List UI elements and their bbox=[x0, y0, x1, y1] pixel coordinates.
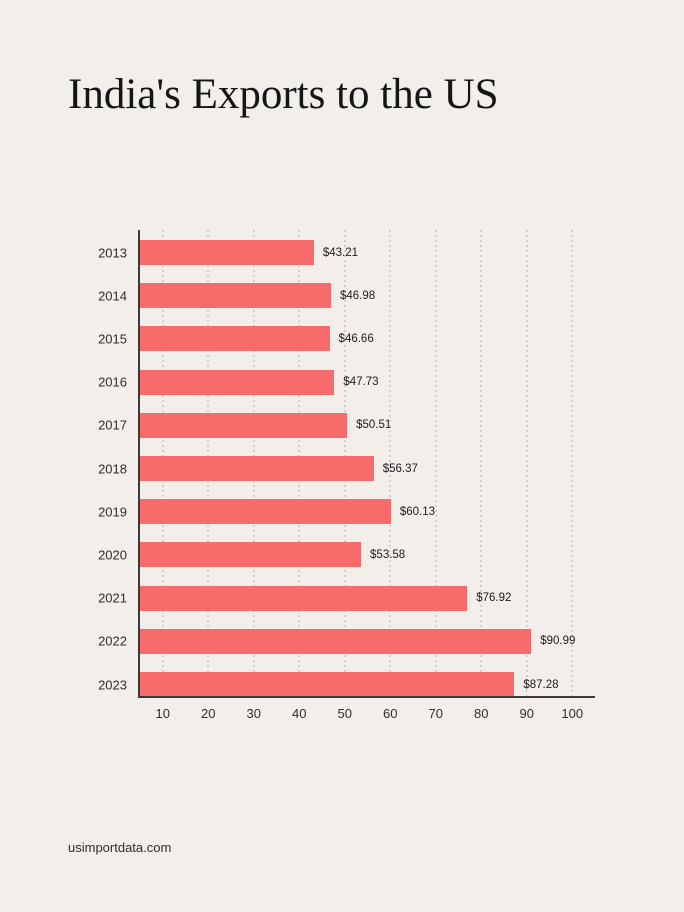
value-label: $87.28 bbox=[523, 678, 559, 691]
year-label: 2021 bbox=[98, 590, 127, 606]
bar-row: 2022 $90.99 bbox=[98, 628, 595, 654]
gridline bbox=[571, 230, 574, 697]
year-label: 2022 bbox=[98, 633, 127, 649]
x-tick-label: 100 bbox=[561, 706, 584, 721]
x-tick-labels: 10 20 30 40 50 60 70 80 90 100 bbox=[140, 697, 595, 727]
x-tick-label: 50 bbox=[337, 706, 352, 721]
value-label: $50.51 bbox=[356, 419, 392, 432]
x-tick-label: 20 bbox=[201, 706, 216, 721]
y-axis-line bbox=[138, 230, 140, 698]
bar-row: 2014 $46.98 bbox=[98, 283, 595, 309]
gridline bbox=[480, 230, 483, 697]
year-label: 2016 bbox=[98, 374, 127, 390]
bar bbox=[140, 369, 335, 395]
value-label: $46.66 bbox=[338, 332, 374, 345]
value-label: $90.99 bbox=[540, 635, 576, 648]
source-credit: usimportdata.com bbox=[68, 840, 172, 855]
bar-row: 2016 $47.73 bbox=[98, 369, 595, 395]
bar-row: 2021 $76.92 bbox=[98, 585, 595, 611]
x-tick-label: 80 bbox=[474, 706, 489, 721]
value-label: $47.73 bbox=[343, 376, 379, 389]
bar bbox=[140, 240, 314, 265]
bar-row: 2013 $43.21 bbox=[98, 240, 595, 265]
value-label: $43.21 bbox=[322, 246, 359, 259]
x-tick-label: 30 bbox=[246, 706, 261, 721]
x-tick-label: 10 bbox=[155, 706, 170, 721]
value-label: $56.37 bbox=[382, 462, 418, 475]
chart-title: India's Exports to the US bbox=[68, 71, 499, 118]
value-label: $46.98 bbox=[340, 289, 376, 302]
gridline bbox=[525, 230, 528, 697]
gridline bbox=[434, 230, 437, 697]
bar bbox=[140, 412, 348, 438]
x-tick-label: 40 bbox=[292, 706, 307, 721]
value-label: $60.13 bbox=[399, 505, 436, 518]
x-tick-label: 60 bbox=[383, 706, 398, 721]
x-axis-line bbox=[138, 696, 595, 698]
bar bbox=[140, 499, 391, 525]
bar bbox=[140, 283, 331, 309]
year-label: 2019 bbox=[98, 504, 127, 520]
year-label: 2018 bbox=[98, 461, 127, 476]
year-label: 2013 bbox=[98, 245, 127, 260]
bar-row: 2015 $46.66 bbox=[98, 326, 595, 352]
value-label: $76.92 bbox=[476, 592, 512, 605]
year-label: 2020 bbox=[98, 547, 127, 563]
bar bbox=[140, 542, 362, 568]
plot-area: 2013 $43.21 2014 $46.98 2015 $46.66 2016 $47.73… bbox=[98, 230, 595, 721]
bar-row: 2018 $56.37 bbox=[98, 456, 595, 481]
bar bbox=[140, 585, 468, 611]
bar bbox=[140, 628, 532, 654]
bar bbox=[140, 672, 515, 697]
x-tick-label: 70 bbox=[428, 706, 443, 721]
bar bbox=[140, 326, 330, 352]
x-tick-label: 90 bbox=[519, 706, 534, 721]
bar-row: 2020 $53.58 bbox=[98, 542, 595, 568]
bar-row: 2023 $87.28 bbox=[98, 672, 595, 697]
bars-layer: 2013 $43.21 2014 $46.98 2015 $46.66 2016 $47.73… bbox=[98, 230, 595, 697]
gridline bbox=[389, 230, 392, 697]
value-label: $53.58 bbox=[370, 548, 406, 561]
year-label: 2014 bbox=[98, 288, 127, 304]
bar-row: 2019 $60.13 bbox=[98, 499, 595, 525]
bar-row: 2017 $50.51 bbox=[98, 412, 595, 438]
year-label: 2023 bbox=[98, 677, 127, 692]
bar bbox=[140, 456, 374, 481]
year-label: 2017 bbox=[98, 417, 127, 433]
year-label: 2015 bbox=[98, 331, 127, 347]
